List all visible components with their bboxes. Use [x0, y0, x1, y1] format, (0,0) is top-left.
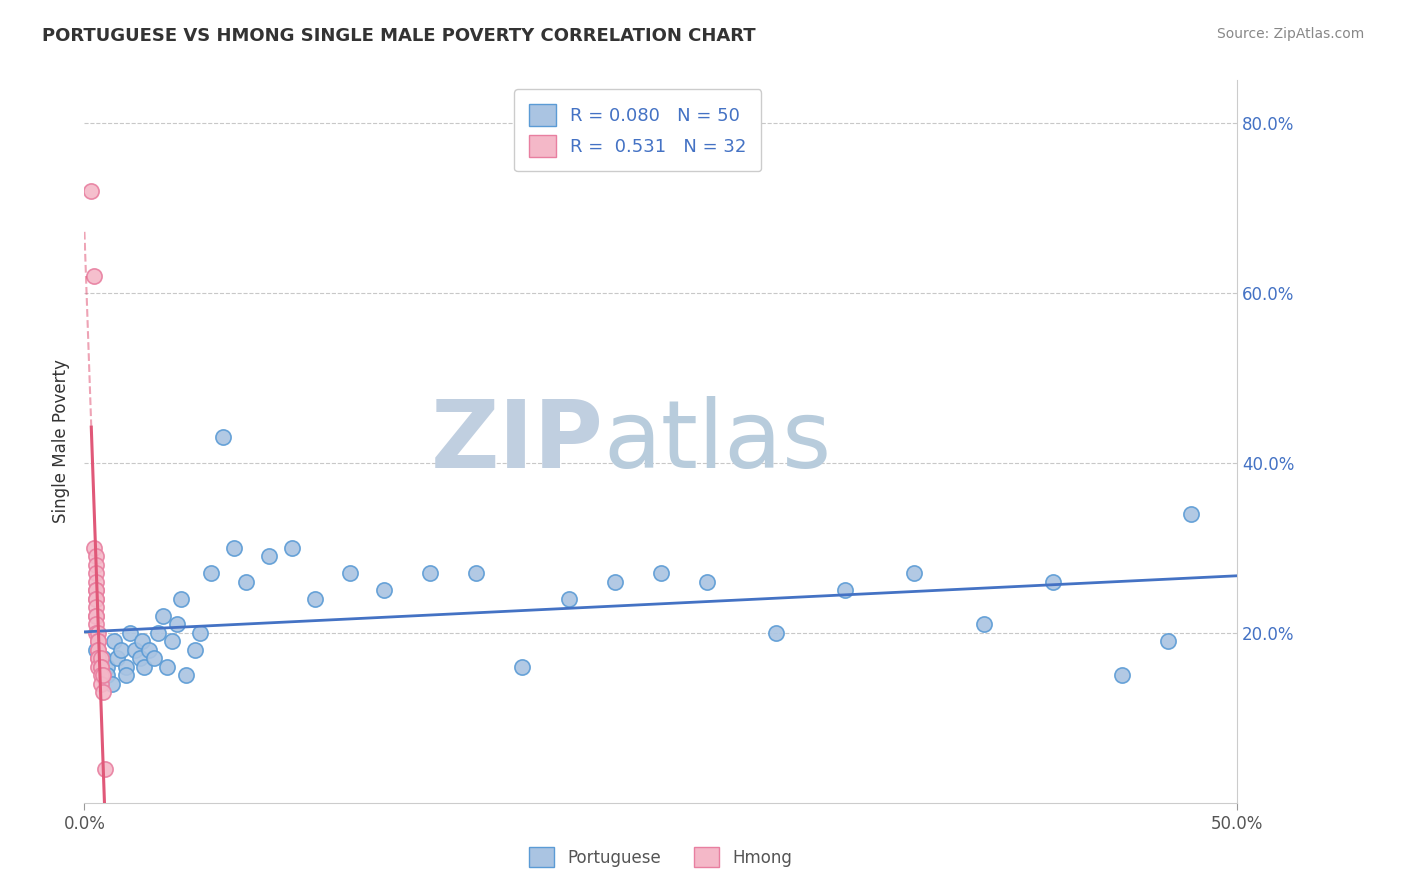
Point — [1180, 507, 1202, 521]
Point — [87, 642, 110, 657]
Point — [89, 660, 111, 674]
Point — [142, 651, 165, 665]
Point — [84, 608, 107, 623]
Point — [339, 566, 361, 581]
Point — [89, 651, 111, 665]
Point — [87, 634, 110, 648]
Point — [170, 591, 193, 606]
Point — [84, 583, 107, 598]
Point — [84, 600, 107, 615]
Point — [765, 625, 787, 640]
Point — [131, 634, 153, 648]
Point — [83, 541, 105, 555]
Point — [973, 617, 995, 632]
Point — [465, 566, 488, 581]
Point — [84, 617, 107, 632]
Point — [84, 591, 107, 606]
Point — [281, 541, 304, 555]
Point — [105, 651, 128, 665]
Point — [304, 591, 326, 606]
Point — [87, 625, 110, 640]
Legend: Portuguese, Hmong: Portuguese, Hmong — [523, 840, 799, 874]
Point — [235, 574, 257, 589]
Point — [156, 660, 179, 674]
Point — [834, 583, 856, 598]
Point — [84, 574, 107, 589]
Point — [1111, 668, 1133, 682]
Point — [101, 677, 124, 691]
Point — [87, 651, 110, 665]
Point — [115, 660, 138, 674]
Point — [84, 566, 107, 581]
Point — [80, 184, 103, 198]
Point — [138, 642, 160, 657]
Point — [84, 583, 107, 598]
Point — [903, 566, 925, 581]
Point — [91, 668, 114, 682]
Point — [184, 642, 207, 657]
Point — [373, 583, 395, 598]
Point — [110, 642, 132, 657]
Point — [83, 268, 105, 283]
Point — [188, 625, 211, 640]
Point — [120, 625, 142, 640]
Point — [89, 660, 111, 674]
Point — [174, 668, 197, 682]
Point — [128, 651, 150, 665]
Point — [115, 668, 138, 682]
Point — [603, 574, 626, 589]
Point — [257, 549, 280, 564]
Point — [84, 549, 107, 564]
Text: PORTUGUESE VS HMONG SINGLE MALE POVERTY CORRELATION CHART: PORTUGUESE VS HMONG SINGLE MALE POVERTY … — [42, 27, 756, 45]
Point — [166, 617, 188, 632]
Point — [103, 634, 125, 648]
Point — [152, 608, 174, 623]
Point — [146, 625, 169, 640]
Point — [696, 574, 718, 589]
Point — [650, 566, 672, 581]
Point — [87, 642, 110, 657]
Point — [211, 430, 233, 444]
Point — [87, 660, 110, 674]
Point — [87, 634, 110, 648]
Point — [1157, 634, 1180, 648]
Point — [96, 660, 118, 674]
Text: Source: ZipAtlas.com: Source: ZipAtlas.com — [1216, 27, 1364, 41]
Y-axis label: Single Male Poverty: Single Male Poverty — [52, 359, 70, 524]
Point — [91, 651, 114, 665]
Point — [512, 660, 534, 674]
Point — [224, 541, 246, 555]
Point — [84, 558, 107, 572]
Point — [84, 608, 107, 623]
Point — [87, 651, 110, 665]
Point — [89, 677, 111, 691]
Point — [84, 642, 107, 657]
Point — [96, 668, 118, 682]
Point — [160, 634, 183, 648]
Point — [89, 668, 111, 682]
Point — [84, 591, 107, 606]
Point — [419, 566, 441, 581]
Point — [94, 762, 117, 776]
Point — [134, 660, 156, 674]
Point — [84, 625, 107, 640]
Point — [124, 642, 146, 657]
Text: atlas: atlas — [603, 395, 831, 488]
Point — [91, 685, 114, 699]
Point — [557, 591, 579, 606]
Text: ZIP: ZIP — [430, 395, 603, 488]
Point — [1042, 574, 1064, 589]
Point — [200, 566, 222, 581]
